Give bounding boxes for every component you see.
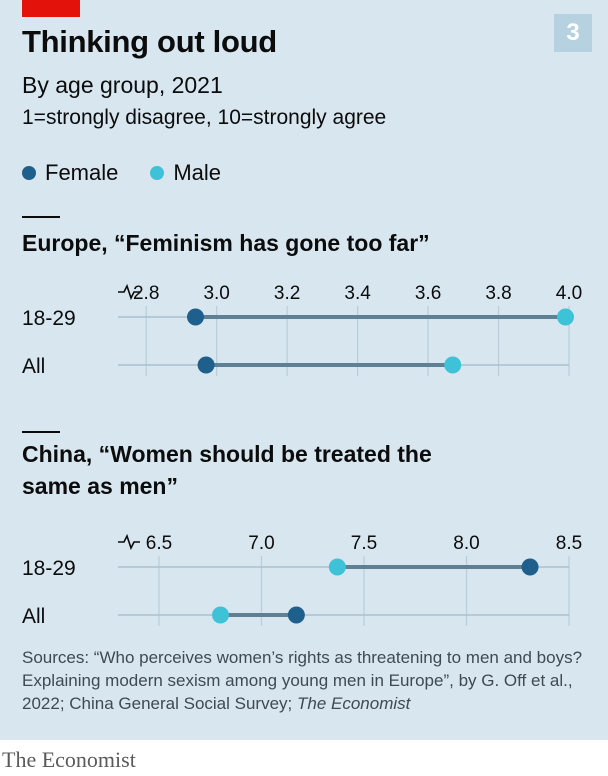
female-point <box>187 308 205 326</box>
tick-label: 7.5 <box>351 533 377 554</box>
tick-label: 4.0 <box>556 283 582 304</box>
brand-red-tab <box>22 0 80 17</box>
tick-label: 8.5 <box>556 533 582 554</box>
chart-title: Thinking out loud <box>22 24 277 59</box>
section-rule-china <box>22 431 60 433</box>
tick-label: 8.0 <box>453 533 479 554</box>
axis-break-icon <box>118 283 140 301</box>
chart-subtitle: By age group, 2021 <box>22 72 223 98</box>
male-point <box>212 606 229 624</box>
section-rule-europe <box>22 216 60 218</box>
legend-female-label: Female <box>45 160 119 185</box>
tick-label: 7.0 <box>248 533 274 554</box>
axis-break-icon <box>118 533 140 551</box>
chart-number-badge: 3 <box>554 14 592 52</box>
row-label: 18-29 <box>22 307 76 330</box>
scale-note: 1=strongly disagree, 10=strongly agree <box>22 106 387 129</box>
legend-item-male: Male <box>150 160 221 186</box>
sources-italic: The Economist <box>297 694 411 713</box>
legend: Female Male <box>22 160 253 186</box>
section-title-europe: Europe, “Feminism has gone too far” <box>22 230 430 256</box>
female-point <box>287 606 305 624</box>
sources-note: Sources: “Who perceives women’s rights a… <box>22 646 597 715</box>
tick-label: 3.2 <box>274 283 300 304</box>
legend-item-female: Female <box>22 160 118 186</box>
legend-male-marker <box>150 166 165 180</box>
tick-label: 3.6 <box>415 283 441 304</box>
section-title-china: China, “Women should be treated the same… <box>22 441 432 499</box>
legend-male-label: Male <box>173 160 222 185</box>
row-label: 18-29 <box>22 557 76 580</box>
economist-logo: The Economist <box>2 747 136 772</box>
row-label: All <box>22 605 45 628</box>
china-dumbbell-chart: 6.5 7.0 7.5 8.0 8.5 18-29 All <box>22 533 582 628</box>
europe-dumbbell-chart: 2.8 3.0 3.2 3.4 3.6 3.8 4.0 18-29 All <box>22 283 582 378</box>
female-point <box>521 558 539 576</box>
tick-label: 2.8 <box>133 283 159 304</box>
female-point <box>197 356 215 374</box>
tick-label: 3.8 <box>485 283 511 304</box>
row-label: All <box>22 355 45 378</box>
tick-label: 6.5 <box>146 533 172 554</box>
male-point <box>444 356 462 374</box>
sources-text: Sources: “Who perceives women’s rights a… <box>22 648 583 713</box>
tick-label: 3.4 <box>344 283 371 304</box>
male-point <box>328 558 346 576</box>
legend-female-marker <box>22 166 36 180</box>
tick-label: 3.0 <box>203 283 229 304</box>
male-point <box>556 308 574 326</box>
